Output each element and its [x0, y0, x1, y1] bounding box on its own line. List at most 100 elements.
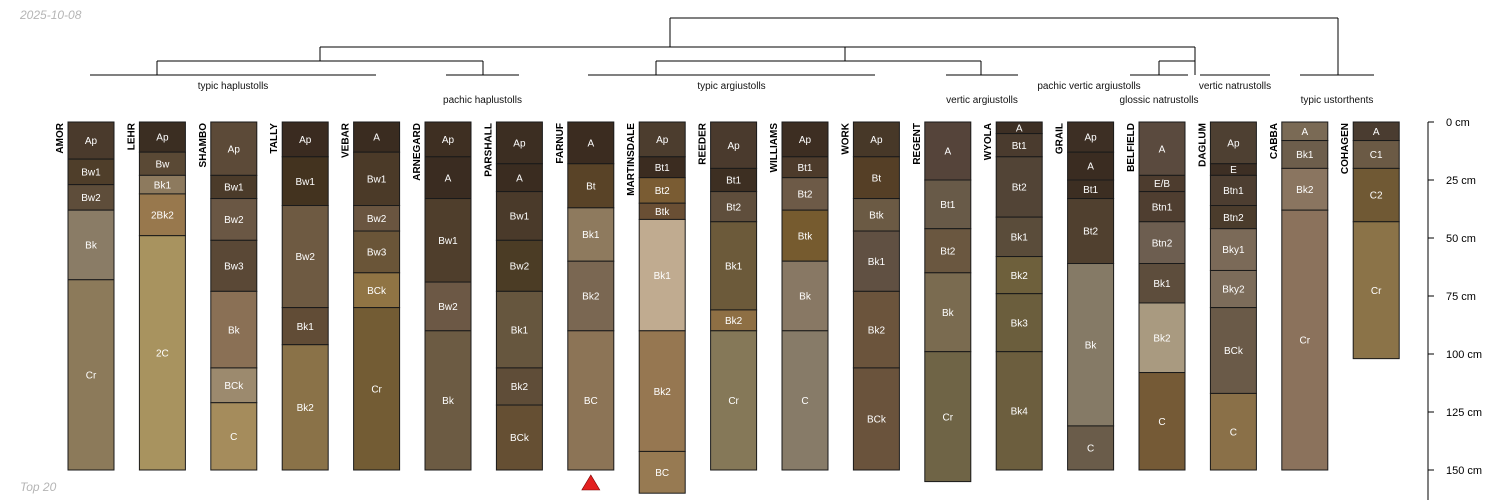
- horizon-label: Bt1: [655, 163, 670, 174]
- horizon-label: Bk1: [154, 180, 172, 191]
- horizon-label: Bk1: [725, 261, 743, 272]
- horizon-label: Btk: [798, 231, 813, 242]
- horizon-bt2: [1067, 198, 1115, 265]
- horizon-label: Bk1: [511, 325, 529, 336]
- horizon-label: Cr: [1371, 286, 1382, 297]
- horizon-label: Bk4: [1011, 406, 1029, 417]
- profile-tally: Ap Bw1 Bw2 Bk1 Bk2 TALLY: [269, 121, 329, 471]
- horizon-label: BCk: [224, 381, 244, 392]
- profile-amor: Ap Bw1 Bw2 Bk Cr AMOR: [55, 121, 115, 471]
- horizon-btk: [852, 198, 900, 232]
- horizon-bck: [1209, 307, 1257, 394]
- horizon-label: A: [944, 147, 951, 158]
- horizon-bw1: [67, 158, 115, 186]
- profile-name-work: WORK: [840, 122, 851, 154]
- footer-label: Top 20: [20, 480, 57, 494]
- horizon-btn1: [1138, 191, 1186, 223]
- horizon-label: Bw2: [224, 215, 244, 226]
- profile-name-shambo: SHAMBO: [198, 123, 209, 168]
- horizon-a: [567, 121, 615, 165]
- horizon-label: Bk2: [868, 325, 886, 336]
- horizon-bck: [495, 404, 543, 471]
- horizon-label: Bk: [85, 241, 98, 252]
- horizon-label: A: [1159, 144, 1166, 155]
- marker-layer: [581, 474, 601, 491]
- horizon-bw2: [210, 198, 258, 241]
- horizon-bk: [424, 330, 472, 471]
- horizon-label: Bk: [942, 308, 955, 319]
- horizon-label: Bt1: [797, 163, 812, 174]
- horizon-label: Cr: [86, 371, 97, 382]
- horizon-bt2: [638, 177, 686, 204]
- horizon-bw3: [353, 230, 401, 274]
- horizon-label: Bw: [155, 159, 170, 170]
- profile-martinsdale: Ap Bt1 Bt2 Btk Bk1 Bk2 BC MARTINSDALE: [626, 121, 686, 494]
- horizon-label: Btk: [869, 210, 884, 221]
- horizon-label: Bk: [442, 396, 455, 407]
- horizon-ap: [1067, 121, 1115, 153]
- depth-tick-label: 25 cm: [1446, 175, 1476, 187]
- profile-name-grail: GRAIL: [1055, 123, 1066, 154]
- group-pachic-vertic-argiustolls: pachic vertic argiustolls: [1037, 81, 1140, 92]
- profile-name-arnegard: ARNEGARD: [412, 123, 423, 181]
- horizon-label: Bw3: [367, 248, 387, 259]
- horizon-label: Bw1: [367, 174, 387, 185]
- profile-reeder: Ap Bt1 Bt2 Bk1 Bk2 Cr REEDER: [698, 121, 758, 471]
- profile-name-parshall: PARSHALL: [483, 123, 494, 177]
- horizon-bw1: [495, 191, 543, 241]
- horizon-label: Bt2: [1012, 183, 1027, 194]
- profile-wyola: A Bt1 Bt2 Bk1 Bk2 Bk3 Bk4 WYOLA: [983, 121, 1043, 471]
- profile-cohagen: A C1 C2 Cr COHAGEN: [1340, 121, 1400, 360]
- marker-triangle-icon: [581, 474, 601, 491]
- horizon-a: [353, 121, 401, 153]
- horizon-label: Bw1: [295, 177, 315, 188]
- horizon-label: Bw1: [438, 236, 458, 247]
- horizon-bk2: [638, 330, 686, 452]
- profile-name-martinsdale: MARTINSDALE: [626, 123, 637, 196]
- group-label: vertic argiustolls: [946, 95, 1018, 106]
- profile-name-belfield: BELFIELD: [1126, 123, 1137, 172]
- horizon-bk3: [995, 293, 1043, 353]
- horizon-2bk2: [138, 193, 186, 237]
- horizon-label: Cr: [1300, 336, 1311, 347]
- horizon-label: Ap: [727, 141, 740, 152]
- horizon-bk2: [852, 290, 900, 369]
- profile-name-daglum: DAGLUM: [1197, 123, 1208, 167]
- profile-name-amor: AMOR: [55, 122, 66, 153]
- horizon-ap: [710, 121, 758, 169]
- horizon-label: Bky1: [1222, 245, 1245, 256]
- horizon-label: A: [1301, 127, 1308, 138]
- profile-regent: A Bt1 Bt2 Bk Cr REGENT: [912, 121, 972, 483]
- horizon-c: [781, 330, 829, 471]
- horizon-label: Btn2: [1152, 238, 1173, 249]
- horizon-label: Bw1: [224, 183, 244, 194]
- profile-name-reeder: REEDER: [698, 122, 709, 164]
- group-vertic-argiustolls: vertic argiustolls: [946, 74, 1018, 106]
- horizon-bk2: [495, 367, 543, 406]
- horizon-label: BCk: [867, 415, 887, 426]
- horizon-label: Bt: [872, 173, 882, 184]
- group-pachic-haplustolls: pachic haplustolls: [443, 74, 522, 106]
- horizon-label: Bk3: [1011, 318, 1029, 329]
- horizon-c: [1209, 392, 1257, 471]
- dendrogram: [156, 17, 1339, 75]
- horizon-label: BC: [584, 396, 598, 407]
- horizon-label: 2Bk2: [151, 210, 174, 221]
- horizon-btk: [781, 209, 829, 262]
- horizon-label: Bw2: [295, 252, 315, 263]
- horizon-bw2: [495, 239, 543, 292]
- group-label: glossic natrustolls: [1120, 95, 1199, 106]
- profile-name-williams: WILLIAMS: [769, 123, 780, 173]
- profile-shambo: Ap Bw1 Bw2 Bw3 Bk BCk C SHAMBO: [198, 121, 258, 471]
- horizon-bck: [353, 272, 401, 309]
- depth-tick-label: 125 cm: [1446, 407, 1482, 419]
- horizon-label: A: [587, 139, 594, 150]
- horizon-label: Ap: [85, 136, 98, 147]
- group-glossic-natrustolls: glossic natrustolls: [1120, 74, 1199, 106]
- horizon-ap: [67, 121, 115, 160]
- horizon-label: Bt2: [655, 186, 670, 197]
- horizon-c: [1138, 372, 1186, 471]
- horizon-label: Bw1: [510, 212, 530, 223]
- horizon-label: Bw2: [367, 214, 387, 225]
- horizon-ap: [495, 121, 543, 165]
